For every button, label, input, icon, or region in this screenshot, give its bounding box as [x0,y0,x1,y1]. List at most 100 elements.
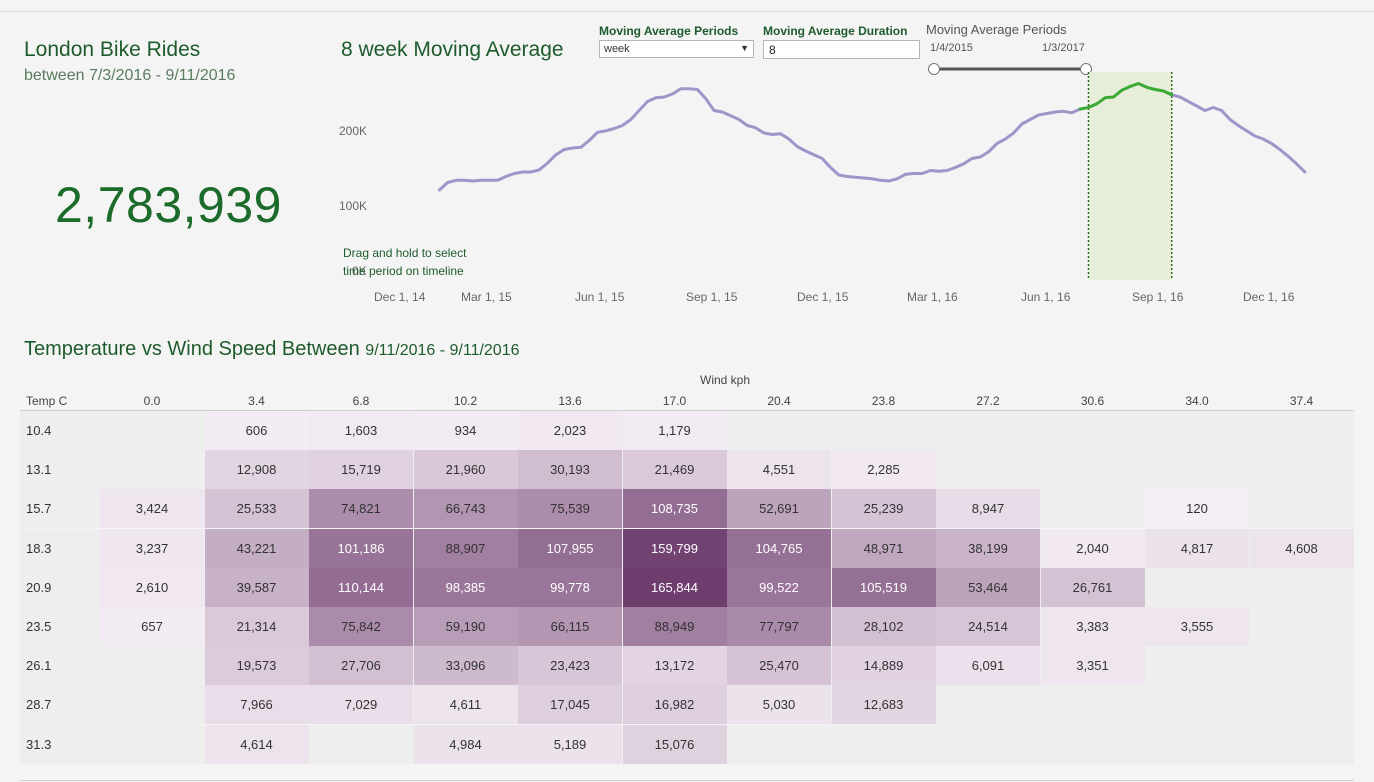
heatmap-cell[interactable]: 3,555 [1145,607,1249,646]
heatmap-cell[interactable]: 165,844 [622,567,727,607]
heatmap-cell[interactable]: 12,908 [204,450,309,490]
heatmap-cell[interactable]: 5,030 [727,685,831,725]
heatmap-cell[interactable]: 120 [1145,489,1249,529]
heatmap-cell[interactable]: 77,797 [727,607,831,646]
heatmap-cell[interactable]: 4,611 [413,685,518,725]
selection-highlight[interactable] [1088,72,1172,280]
heatmap-cell[interactable]: 99,778 [518,567,622,607]
heatmap-cell[interactable]: 28,102 [831,607,936,646]
heatmap-cell[interactable]: 4,608 [1249,528,1354,568]
heatmap-cell[interactable]: 30,193 [518,450,622,490]
x-tick: Sep 1, 16 [1132,290,1184,304]
heatmap-cell[interactable]: 25,239 [831,489,936,529]
period-label: Moving Average Periods [599,24,739,38]
heatmap-cell[interactable]: 5,189 [518,724,622,764]
heatmap-cell[interactable]: 108,735 [622,489,727,529]
heatmap-cell[interactable]: 19,573 [204,646,309,686]
heatmap-cell[interactable]: 38,199 [936,528,1040,568]
heatmap-cell[interactable]: 934 [413,411,518,450]
heatmap-cell[interactable]: 3,351 [1040,646,1145,686]
heatmap-cell[interactable]: 27,706 [309,646,413,686]
heatmap-cell[interactable]: 33,096 [413,646,518,686]
range-label: Moving Average Periods [926,22,1067,37]
chevron-down-icon: ▼ [740,43,749,53]
header-divider [20,410,1354,411]
x-tick: Dec 1, 16 [1243,290,1295,304]
heatmap-cell[interactable]: 75,842 [309,607,413,646]
heatmap-cell[interactable]: 1,179 [622,411,727,450]
heatmap-cell[interactable]: 26,761 [1040,567,1145,607]
heatmap-cell[interactable]: 25,470 [727,646,831,686]
heatmap-cell[interactable]: 48,971 [831,528,936,568]
heatmap-cell[interactable]: 107,955 [518,528,622,568]
heatmap-cell[interactable]: 88,907 [413,528,518,568]
heatmap-cell[interactable]: 66,115 [518,607,622,646]
duration-input[interactable] [763,40,920,59]
heatmap-cell[interactable]: 3,237 [100,528,204,568]
heatmap-cell[interactable]: 74,821 [309,489,413,529]
heatmap-cell[interactable]: 7,029 [309,685,413,725]
heatmap-cell[interactable]: 23,423 [518,646,622,686]
wind-column-header: 27.2 [976,394,1000,408]
heatmap-cell[interactable]: 14,889 [831,646,936,686]
total-rides-kpi: 2,783,939 [55,177,282,233]
heatmap-cell[interactable]: 25,533 [204,489,309,529]
heatmap-cell[interactable]: 2,285 [831,450,936,490]
heatmap-cell[interactable]: 16,982 [622,685,727,725]
heatmap-cell[interactable]: 59,190 [413,607,518,646]
heatmap-cell[interactable]: 75,539 [518,489,622,529]
heatmap-cell[interactable]: 606 [204,411,309,450]
heatmap-cell[interactable]: 657 [100,607,204,646]
heatmap-cell[interactable]: 98,385 [413,567,518,607]
x-tick: Jun 1, 16 [1021,290,1071,304]
heatmap-cell[interactable]: 4,984 [413,724,518,764]
moving-average-line [1170,93,1307,174]
heatmap-cell[interactable]: 3,383 [1040,607,1145,646]
temp-row-label: 26.1 [26,658,52,674]
heatmap-cell[interactable]: 6,091 [936,646,1040,686]
heatmap-cell[interactable]: 2,040 [1040,528,1145,568]
heatmap-cell[interactable]: 1,603 [309,411,413,450]
heatmap-cell[interactable]: 15,076 [622,724,727,764]
heatmap-cell[interactable]: 2,610 [100,567,204,607]
heatmap-cell[interactable]: 2,023 [518,411,622,450]
heatmap-cell[interactable]: 104,765 [727,528,831,568]
period-select[interactable]: week ▼ [599,40,754,58]
heatmap-cell[interactable]: 4,817 [1145,528,1249,568]
heatmap-cell[interactable]: 4,551 [727,450,831,490]
heatmap-cell[interactable]: 21,469 [622,450,727,490]
heatmap-cell[interactable]: 105,519 [831,567,936,607]
heatmap-cell[interactable]: 88,949 [622,607,727,646]
heatmap-cell[interactable]: 99,522 [727,567,831,607]
y-tick-200k: 200K [339,124,368,138]
heatmap-cell[interactable]: 159,799 [622,528,727,568]
range-slider-end-handle[interactable] [1080,63,1092,75]
heatmap-cell[interactable]: 21,960 [413,450,518,490]
heatmap-title: Temperature vs Wind Speed Between 9/11/2… [24,338,520,361]
wind-column-header: 37.4 [1289,394,1314,408]
heatmap-cell[interactable]: 17,045 [518,685,622,725]
heatmap-cell[interactable]: 110,144 [309,567,413,607]
temp-row-label: 13.1 [26,462,52,478]
heatmap-cell[interactable]: 13,172 [622,646,727,686]
heatmap-cell[interactable]: 12,683 [831,685,936,725]
heatmap-cell[interactable]: 101,186 [309,528,413,568]
range-slider-start-handle[interactable] [928,63,940,75]
timeline-hint: Drag and hold to select time period on t… [343,244,466,280]
heatmap-cell[interactable]: 43,221 [204,528,309,568]
heatmap-cell[interactable]: 39,587 [204,567,309,607]
wind-column-header: 34.0 [1185,394,1209,408]
heatmap-cell[interactable]: 4,614 [204,724,309,764]
heatmap-cell[interactable]: 7,966 [204,685,309,725]
heatmap-cell[interactable]: 21,314 [204,607,309,646]
heatmap-cell[interactable]: 53,464 [936,567,1040,607]
heatmap-cell[interactable]: 66,743 [413,489,518,529]
heatmap-cell[interactable]: 3,424 [100,489,204,529]
y-tick-100k: 100K [339,199,368,213]
heatmap-cell[interactable]: 52,691 [727,489,831,529]
heatmap-cell[interactable]: 24,514 [936,607,1040,646]
wind-column-header: 0.0 [143,394,161,408]
heatmap-cell[interactable]: 8,947 [936,489,1040,529]
heatmap-cell[interactable]: 15,719 [309,450,413,490]
moving-average-chart[interactable] [0,0,1374,320]
